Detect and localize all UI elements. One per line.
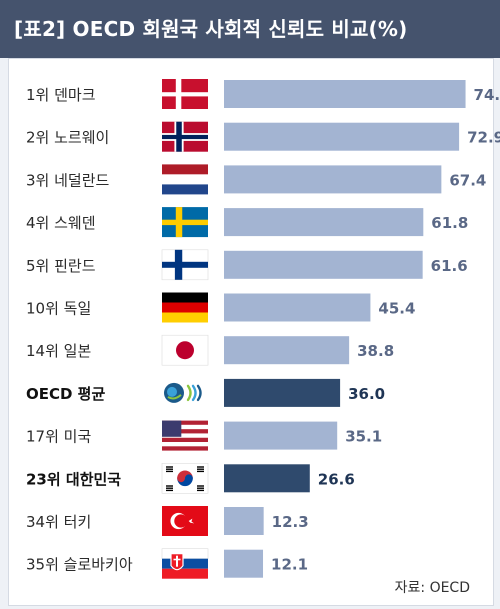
japan-flag-icon — [161, 334, 209, 366]
usa-flag-icon — [162, 420, 208, 451]
value-label: 38.8 — [357, 342, 394, 360]
bar — [224, 250, 423, 279]
bar — [224, 208, 424, 237]
bar — [224, 122, 460, 151]
category-label: 5위 핀란드 — [26, 257, 96, 275]
bar — [224, 421, 338, 450]
bar — [224, 378, 341, 407]
value-label: 45.4 — [378, 300, 415, 318]
value-label: 12.3 — [272, 513, 309, 531]
bar — [224, 165, 442, 194]
value-label: 61.8 — [431, 214, 468, 232]
value-label: 36.0 — [348, 385, 385, 403]
category-label: 4위 스웨덴 — [26, 214, 96, 232]
chart-header: [표2] OECD 회원국 사회적 신뢰도 비교(%) — [0, 0, 500, 58]
category-label: 17위 미국 — [26, 428, 91, 446]
category-label: 14위 일본 — [26, 342, 91, 360]
netherlands-flag-icon — [162, 164, 208, 195]
turkey-flag-icon — [162, 506, 208, 536]
category-label: OECD 평균 — [26, 385, 105, 403]
germany-flag-icon — [162, 292, 208, 323]
oecd-logo-icon — [164, 382, 202, 403]
slovakia-flag-icon — [161, 548, 209, 579]
source-note: 자료: OECD — [394, 580, 470, 596]
category-label: 10위 독일 — [26, 300, 91, 318]
category-label: 23위 대한민국 — [26, 470, 121, 488]
category-label: 3위 네덜란드 — [26, 171, 110, 189]
bar — [224, 336, 350, 365]
bar — [224, 507, 264, 535]
denmark-flag-icon — [162, 79, 208, 109]
sweden-flag-icon — [162, 207, 208, 238]
norway-flag-icon — [162, 121, 208, 152]
value-label: 61.6 — [431, 257, 468, 275]
category-label: 2위 노르웨이 — [26, 129, 109, 147]
category-label: 34위 터키 — [26, 513, 91, 531]
bar — [224, 549, 264, 578]
finland-flag-icon — [161, 249, 209, 281]
bar — [224, 80, 466, 108]
chart-title: [표2] OECD 회원국 사회적 신뢰도 비교(%) — [14, 17, 408, 41]
value-label: 26.6 — [318, 470, 355, 488]
value-label: 35.1 — [345, 428, 382, 446]
value-label: 67.4 — [449, 171, 486, 189]
category-label: 1위 덴마크 — [26, 86, 96, 104]
bar — [224, 293, 371, 322]
value-label: 72.9 — [467, 129, 500, 147]
category-label: 35위 슬로바키아 — [26, 556, 133, 574]
korea-flag-icon — [161, 462, 209, 494]
bar — [224, 464, 310, 493]
value-label: 74.9 — [474, 86, 500, 104]
value-label: 12.1 — [271, 556, 308, 574]
